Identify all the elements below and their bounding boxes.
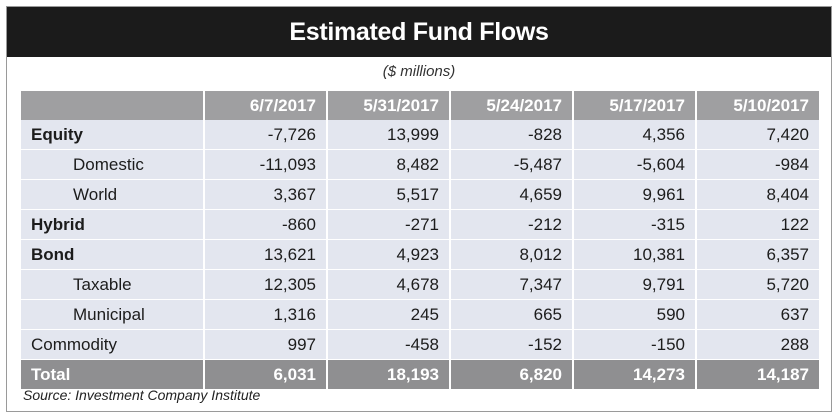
value-cell: 665 (450, 299, 574, 330)
value-cell: 12,305 (204, 269, 328, 300)
value-cell: 122 (696, 209, 819, 240)
value-cell: 7,347 (450, 269, 574, 300)
value-cell: 4,678 (327, 269, 451, 300)
value-cell: 590 (573, 299, 697, 330)
value-cell: -7,726 (204, 120, 328, 150)
value-cell: 10,381 (573, 239, 697, 270)
value-cell: -212 (450, 209, 574, 240)
value-cell: 13,621 (204, 239, 328, 270)
total-cell: 6,031 (204, 359, 328, 390)
row-label: Equity (21, 120, 205, 150)
total-cell: 14,273 (573, 359, 697, 390)
value-cell: 245 (327, 299, 451, 330)
value-cell: 1,316 (204, 299, 328, 330)
table-row: Taxable 12,305 4,678 7,347 9,791 5,720 (21, 269, 819, 300)
value-cell: -828 (450, 120, 574, 150)
total-cell: 6,820 (450, 359, 574, 390)
table-row: Equity -7,726 13,999 -828 4,356 7,420 (21, 120, 819, 150)
header-cell (21, 91, 205, 120)
header-cell: 6/7/2017 (204, 91, 328, 120)
table-row: Bond 13,621 4,923 8,012 10,381 6,357 (21, 239, 819, 270)
row-label: Hybrid (21, 209, 205, 240)
value-cell: -315 (573, 209, 697, 240)
header-cell: 5/17/2017 (573, 91, 697, 120)
row-label: Municipal (21, 299, 205, 330)
value-cell: 997 (204, 329, 328, 360)
header-cell: 5/10/2017 (696, 91, 819, 120)
source-note: Source: Investment Company Institute (23, 387, 261, 403)
value-cell: 288 (696, 329, 819, 360)
row-label: Domestic (21, 149, 205, 180)
value-cell: -11,093 (204, 149, 328, 180)
table-row: Municipal 1,316 245 665 590 637 (21, 299, 819, 330)
value-cell: -984 (696, 149, 819, 180)
value-cell: 6,357 (696, 239, 819, 270)
value-cell: -150 (573, 329, 697, 360)
value-cell: 13,999 (327, 120, 451, 150)
total-cell: 14,187 (696, 359, 819, 390)
header-row: 6/7/2017 5/31/2017 5/24/2017 5/17/2017 5… (21, 91, 819, 120)
value-cell: 4,659 (450, 179, 574, 210)
total-label: Total (21, 359, 205, 390)
value-cell: 4,923 (327, 239, 451, 270)
row-label: Bond (21, 239, 205, 270)
value-cell: 9,961 (573, 179, 697, 210)
total-row: Total 6,031 18,193 6,820 14,273 14,187 (21, 359, 819, 390)
value-cell: 4,356 (573, 120, 697, 150)
value-cell: -5,487 (450, 149, 574, 180)
header-cell: 5/31/2017 (327, 91, 451, 120)
fund-flows-panel: Estimated Fund Flows ($ millions) 6/7/20… (6, 6, 832, 412)
row-label: Commodity (21, 329, 205, 360)
value-cell: 637 (696, 299, 819, 330)
table-subtitle: ($ millions) (382, 63, 456, 80)
row-label: World (21, 179, 205, 210)
table-row: World 3,367 5,517 4,659 9,961 8,404 (21, 179, 819, 210)
value-cell: 3,367 (204, 179, 328, 210)
value-cell: -152 (450, 329, 574, 360)
row-label: Taxable (21, 269, 205, 300)
table-row: Hybrid -860 -271 -212 -315 122 (21, 209, 819, 240)
value-cell: -271 (327, 209, 451, 240)
header-cell: 5/24/2017 (450, 91, 574, 120)
table-row: Commodity 997 -458 -152 -150 288 (21, 329, 819, 360)
value-cell: -5,604 (573, 149, 697, 180)
fund-flows-table: 6/7/2017 5/31/2017 5/24/2017 5/17/2017 5… (21, 91, 819, 390)
table-title: Estimated Fund Flows (7, 7, 831, 57)
value-cell: 5,517 (327, 179, 451, 210)
value-cell: 8,482 (327, 149, 451, 180)
table-row: Domestic -11,093 8,482 -5,487 -5,604 -984 (21, 149, 819, 180)
value-cell: 7,420 (696, 120, 819, 150)
value-cell: -860 (204, 209, 328, 240)
value-cell: 5,720 (696, 269, 819, 300)
value-cell: 8,012 (450, 239, 574, 270)
value-cell: 8,404 (696, 179, 819, 210)
value-cell: -458 (327, 329, 451, 360)
total-cell: 18,193 (327, 359, 451, 390)
value-cell: 9,791 (573, 269, 697, 300)
